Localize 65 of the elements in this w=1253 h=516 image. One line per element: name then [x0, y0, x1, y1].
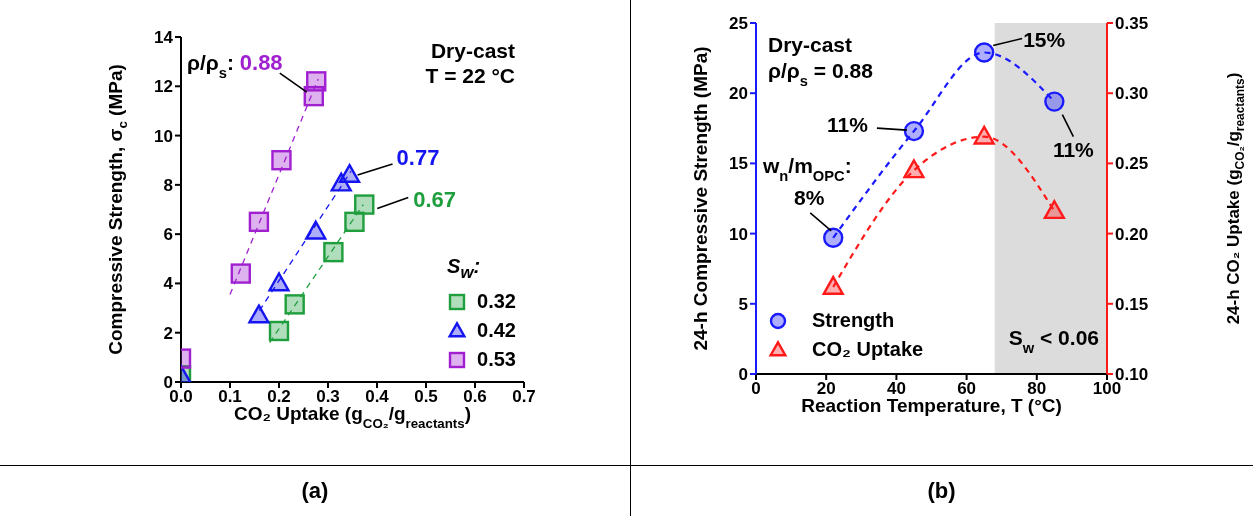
annotation: 11% [827, 113, 869, 137]
legend-label: Strength [812, 309, 895, 332]
point [284, 294, 305, 315]
point [973, 42, 995, 63]
y-tick-label: 10 [729, 224, 748, 244]
x-tick-label: 0.7 [512, 387, 536, 407]
point [903, 159, 925, 179]
y2-tick-label: 0.30 [1115, 84, 1149, 104]
point [323, 241, 344, 263]
point [268, 320, 290, 342]
annotation: ρ/ρ$_{s}$: [187, 51, 234, 81]
annotation: 0.88 [239, 50, 283, 76]
y2-tick-label: 0.20 [1115, 224, 1149, 244]
point [903, 120, 925, 142]
annotation: Dry-cast [430, 39, 515, 62]
legend-label: 0.42 [477, 319, 516, 342]
point [822, 275, 844, 295]
annotation: Dry-cast [768, 33, 853, 56]
y2-tick-label: 0.15 [1115, 294, 1149, 314]
y-tick-label: 12 [154, 77, 173, 97]
annotation: 11% [1052, 137, 1095, 161]
y-tick-label: 5 [738, 294, 748, 314]
text: (a) [300, 476, 330, 505]
y-tick-label: 2 [163, 323, 173, 343]
legend-label: CO₂ Uptake [812, 338, 924, 361]
annotation: 0.77 [396, 145, 440, 170]
annotation: 0.67 [413, 186, 457, 212]
point [973, 125, 995, 145]
point [306, 71, 327, 92]
point [268, 272, 290, 292]
point [1044, 91, 1065, 112]
point [1043, 200, 1065, 220]
point [823, 227, 844, 249]
legend-title: S$_{w}$: [447, 255, 482, 284]
point [354, 194, 375, 215]
y-tick-label: 6 [163, 225, 173, 245]
legend-label: 0.53 [477, 348, 516, 371]
y-axis-title: 24-h Compressive Strength (MPa) [689, 46, 711, 351]
annotation: w$_{n}$/m$_{OPC}$: [762, 154, 852, 184]
annotation: T = 22 °C [425, 64, 515, 87]
y-tick-label: 4 [163, 274, 174, 294]
y-tick-label: 15 [729, 154, 748, 174]
y-tick-label: 20 [729, 84, 748, 104]
band-label: S$_{w}$ < 0.06 [1008, 326, 1099, 356]
y-tick-label: 14 [154, 28, 174, 48]
annotation: 15% [1023, 28, 1066, 52]
point [248, 304, 270, 324]
point [305, 220, 327, 240]
annotation: ρ/ρ$_{s}$ = 0.88 [768, 59, 874, 89]
x-tick-label: 0 [751, 379, 761, 399]
y-tick-label: 8 [163, 175, 173, 195]
y-tick-label: 25 [729, 14, 748, 34]
point [248, 211, 270, 233]
y2-tick-label: 0.35 [1115, 14, 1149, 34]
point [338, 163, 361, 183]
legend-label: 0.32 [477, 290, 516, 313]
point [271, 150, 292, 171]
annotation: 8% [794, 185, 825, 209]
y-tick-label: 10 [154, 126, 173, 146]
y2-tick-label: 0.25 [1115, 154, 1149, 174]
text: (b) [926, 476, 957, 505]
point [344, 211, 365, 233]
y-tick-label: 0 [738, 365, 748, 385]
x-tick-label: 0.0 [169, 387, 193, 407]
point [230, 263, 251, 284]
